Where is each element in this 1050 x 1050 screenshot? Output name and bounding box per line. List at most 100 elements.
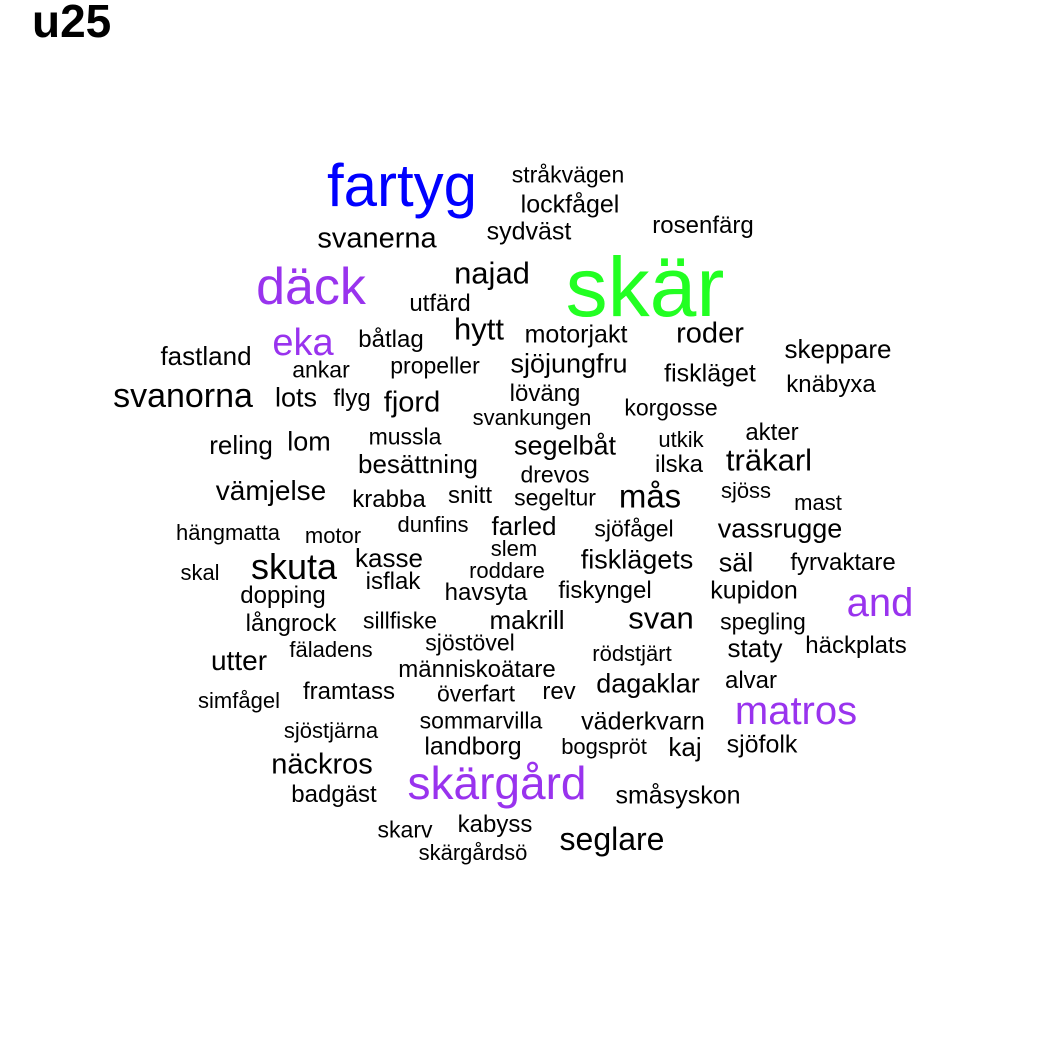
cloud-word: dunfins [397, 512, 469, 537]
cloud-word: mast [794, 490, 842, 515]
cloud-word: knäbyxa [786, 371, 876, 398]
cloud-word: reling [209, 430, 273, 460]
cloud-word: svan [628, 600, 694, 636]
cloud-word: däck [256, 258, 366, 316]
cloud-word: hängmatta [176, 520, 280, 545]
cloud-word: fastland [160, 341, 252, 371]
cloud-word: båtlag [358, 326, 424, 353]
cloud-word: sillfiske [362, 607, 438, 634]
cloud-word: badgäst [291, 781, 377, 808]
cloud-word: utfärd [409, 290, 471, 317]
cloud-word: makrill [489, 605, 565, 635]
cloud-word: roddare [469, 558, 545, 583]
cloud-word: snitt [447, 482, 493, 509]
cloud-word: skuta [250, 546, 338, 587]
cloud-word: skär [565, 240, 725, 334]
cloud-word: skeppare [784, 334, 892, 364]
cloud-word: dopping [240, 582, 326, 609]
cloud-word: besättning [358, 449, 478, 479]
cloud-word: långrock [245, 610, 337, 637]
cloud-word: kupidon [710, 576, 798, 605]
cloud-word: hytt [454, 311, 504, 347]
cloud-word: fäladens [289, 637, 373, 662]
cloud-word: krabba [352, 486, 426, 513]
cloud-word: fisklägets [580, 544, 694, 575]
cloud-word: seglare [559, 821, 665, 857]
cloud-word: vassrugge [717, 513, 843, 544]
cloud-word: eka [272, 322, 334, 364]
cloud-word: sommarvilla [419, 707, 543, 734]
cloud-word: lom [287, 426, 331, 457]
cloud-word: landborg [424, 732, 522, 761]
cloud-word: träkarl [725, 442, 813, 478]
cloud-word: isflak [365, 568, 421, 595]
cloud-word: stråkvägen [511, 161, 625, 188]
cloud-word: dagaklar [596, 668, 700, 699]
cloud-word: fjord [383, 386, 441, 419]
cloud-word: propeller [390, 352, 480, 379]
cloud-word: småsyskon [615, 781, 741, 810]
cloud-word: rev [542, 678, 576, 705]
cloud-word: löväng [509, 380, 581, 407]
cloud-word: kaj [668, 732, 702, 762]
cloud-word: skarv [377, 816, 433, 843]
cloud-word: najad [454, 255, 530, 291]
cloud-word: människoätare [398, 656, 556, 683]
cloud-title: u25 [32, 0, 112, 47]
cloud-word: säl [718, 547, 754, 578]
cloud-word: mussla [368, 423, 442, 450]
cloud-word: ilska [654, 451, 704, 478]
cloud-word: farled [491, 511, 557, 541]
cloud-word: fyrvaktare [790, 549, 896, 576]
cloud-word: and [846, 581, 914, 625]
cloud-word: sydväst [486, 217, 572, 246]
cloud-word: segelbåt [513, 430, 617, 461]
cloud-word: bogspröt [561, 734, 647, 759]
cloud-word: sjöjungfru [510, 348, 628, 379]
cloud-word: svanerna [317, 222, 437, 255]
cloud-word: skal [180, 560, 220, 585]
cloud-word: motor [304, 523, 362, 548]
cloud-word: sjöfågel [594, 515, 674, 542]
cloud-word: skärgårdsö [418, 840, 528, 865]
cloud-word: väderkvarn [581, 707, 705, 736]
cloud-word: korgosse [624, 394, 718, 421]
cloud-word: drevos [520, 461, 590, 488]
cloud-word: fartyg [326, 152, 478, 219]
cloud-word: akter [745, 419, 799, 446]
cloud-word: näckros [271, 748, 373, 781]
cloud-word: alvar [724, 667, 778, 694]
cloud-word: motorjakt [524, 320, 628, 349]
cloud-word: staty [727, 633, 783, 663]
cloud-word: framtass [302, 678, 396, 705]
cloud-word: överfart [437, 680, 515, 707]
cloud-word: svankungen [472, 405, 592, 430]
cloud-word: sjöfolk [726, 730, 798, 759]
cloud-word: segeltur [514, 484, 596, 511]
cloud-word: flyg [333, 385, 371, 412]
cloud-word: kabyss [457, 811, 533, 838]
cloud-word: svanorna [113, 377, 253, 415]
cloud-word: skärgård [407, 757, 587, 809]
cloud-word: utkik [658, 427, 704, 452]
cloud-word: fiskläget [664, 359, 756, 388]
cloud-word: havsyta [444, 579, 528, 606]
cloud-word: mås [618, 477, 682, 515]
cloud-word: häckplats [805, 632, 907, 659]
cloud-word: slem [490, 536, 538, 561]
cloud-word: utter [210, 645, 268, 676]
cloud-word: simfågel [198, 688, 280, 713]
cloud-word: rosenfärg [652, 212, 754, 239]
cloud-word: matros [734, 689, 858, 733]
cloud-word: ankar [292, 356, 350, 383]
cloud-word: fiskyngel [558, 577, 652, 604]
cloud-word: roder [676, 317, 744, 350]
cloud-word: vämjelse [215, 475, 327, 506]
cloud-word: sjöstjärna [283, 718, 379, 743]
cloud-word: kasse [355, 543, 423, 573]
cloud-word: lockfågel [520, 190, 620, 219]
cloud-word: sjöstövel [425, 629, 515, 656]
cloud-word: lots [274, 382, 318, 413]
cloud-word: sjöss [720, 478, 772, 503]
